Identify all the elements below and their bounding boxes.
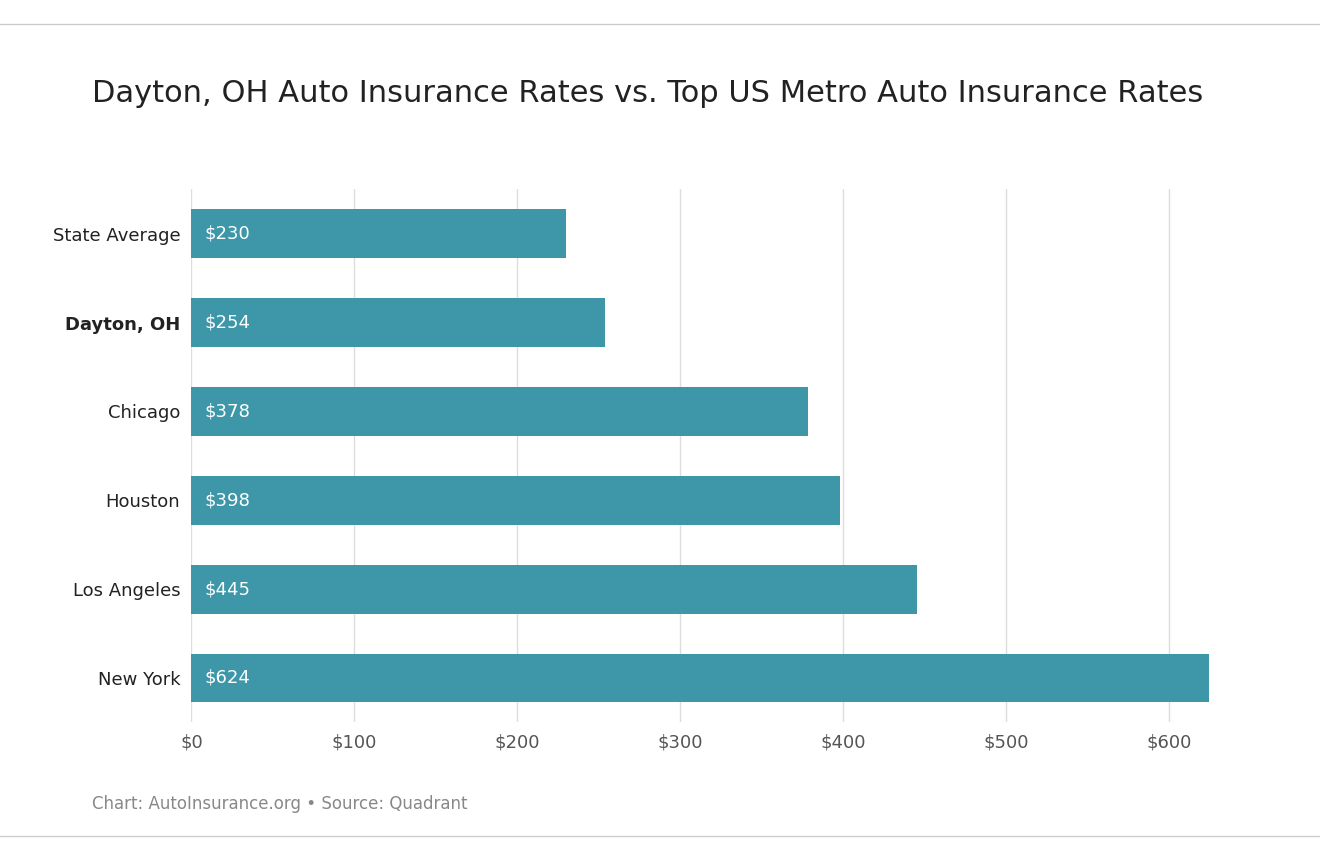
Text: $398: $398	[205, 491, 251, 509]
Bar	[191, 565, 917, 613]
Bar	[191, 654, 1209, 703]
Text: $378: $378	[205, 402, 251, 421]
Text: $445: $445	[205, 580, 251, 598]
Text: $624: $624	[205, 669, 251, 687]
Text: $230: $230	[205, 224, 251, 243]
Text: $254: $254	[205, 314, 251, 331]
Text: Dayton, OH Auto Insurance Rates vs. Top US Metro Auto Insurance Rates: Dayton, OH Auto Insurance Rates vs. Top …	[92, 78, 1204, 108]
Bar	[191, 209, 566, 258]
Bar	[191, 298, 606, 347]
Bar	[191, 387, 808, 436]
Text: Chart: AutoInsurance.org • Source: Quadrant: Chart: AutoInsurance.org • Source: Quadr…	[92, 795, 467, 813]
Bar	[191, 476, 840, 525]
